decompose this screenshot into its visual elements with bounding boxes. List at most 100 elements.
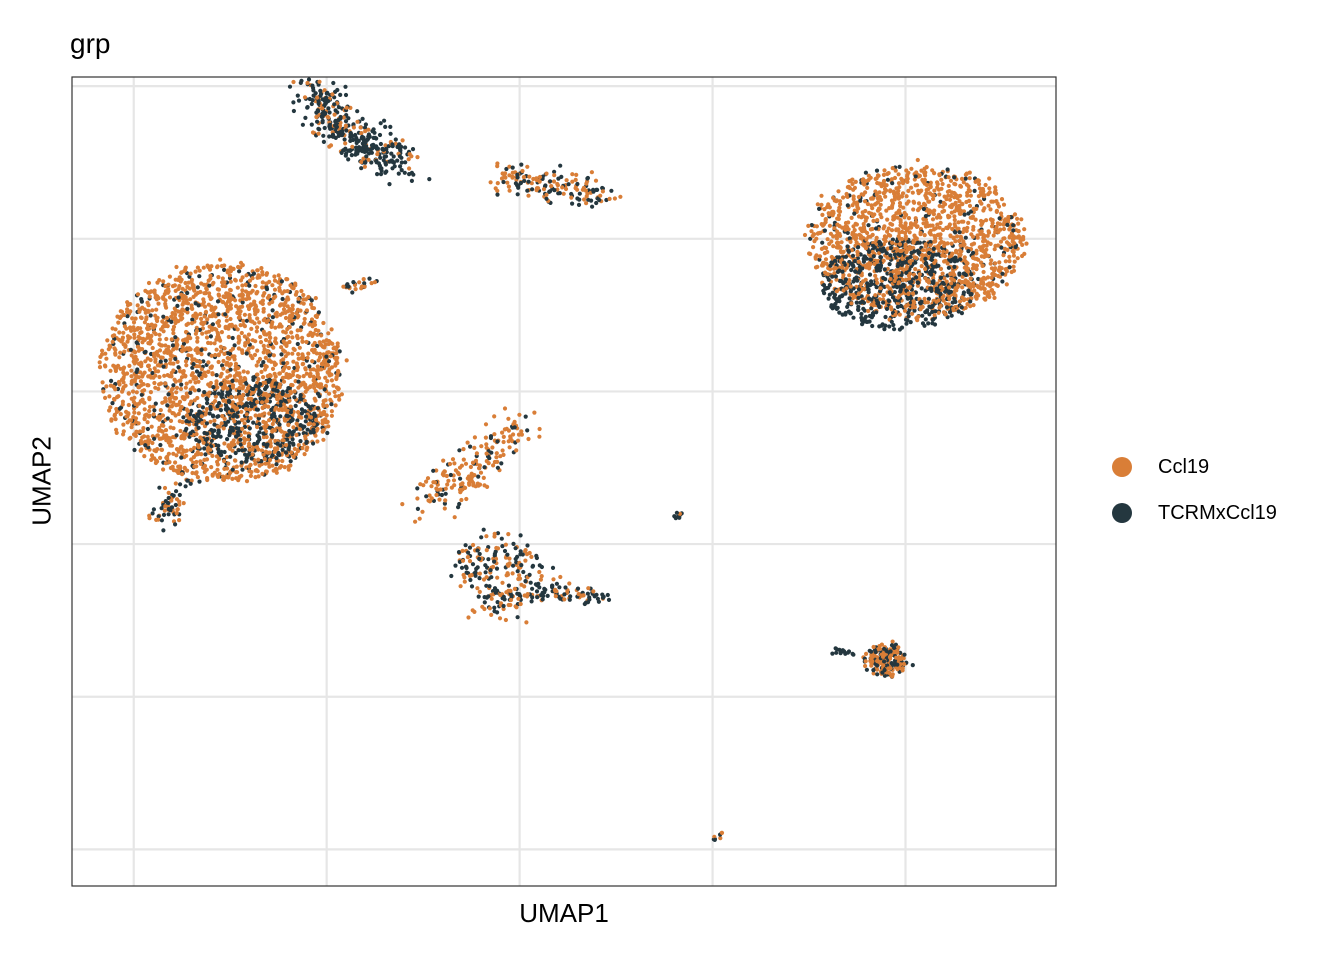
point-tcrmxccl19 — [298, 397, 303, 402]
point-ccl19 — [863, 663, 868, 669]
point-ccl19 — [300, 335, 305, 340]
point-ccl19 — [518, 601, 523, 607]
point-tcrmxccl19 — [337, 349, 342, 354]
point-tcrmxccl19 — [557, 585, 562, 590]
point-tcrmxccl19 — [525, 543, 530, 548]
point-ccl19 — [324, 338, 329, 343]
point-ccl19 — [506, 428, 511, 433]
point-ccl19 — [216, 319, 221, 324]
point-ccl19 — [272, 287, 278, 292]
point-ccl19 — [226, 334, 231, 340]
point-ccl19 — [202, 291, 207, 296]
point-ccl19 — [995, 221, 1001, 226]
point-ccl19 — [992, 247, 997, 252]
point-ccl19 — [814, 224, 820, 229]
point-tcrmxccl19 — [457, 448, 462, 453]
point-ccl19 — [219, 330, 224, 335]
point-ccl19 — [168, 357, 173, 362]
point-ccl19 — [284, 277, 289, 282]
point-ccl19 — [220, 283, 225, 288]
point-tcrmxccl19 — [859, 311, 864, 317]
point-ccl19 — [239, 473, 244, 478]
point-ccl19 — [171, 411, 176, 416]
point-tcrmxccl19 — [295, 93, 300, 98]
point-ccl19 — [952, 217, 957, 223]
point-ccl19 — [285, 326, 290, 332]
point-tcrmxccl19 — [477, 551, 482, 557]
point-ccl19 — [172, 283, 177, 288]
point-ccl19 — [221, 426, 226, 431]
point-ccl19 — [213, 352, 218, 358]
point-ccl19 — [881, 178, 887, 184]
point-tcrmxccl19 — [346, 116, 351, 121]
point-tcrmxccl19 — [521, 569, 526, 575]
point-ccl19 — [593, 178, 599, 183]
point-ccl19 — [882, 224, 887, 229]
point-tcrmxccl19 — [519, 162, 524, 167]
point-ccl19 — [256, 359, 261, 364]
point-ccl19 — [458, 482, 463, 487]
point-tcrmxccl19 — [321, 133, 326, 138]
point-ccl19 — [260, 471, 265, 476]
point-ccl19 — [121, 365, 127, 370]
point-ccl19 — [846, 220, 851, 225]
point-ccl19 — [926, 280, 932, 285]
point-ccl19 — [891, 189, 896, 194]
point-ccl19 — [470, 608, 475, 613]
point-tcrmxccl19 — [539, 564, 545, 570]
point-ccl19 — [210, 282, 215, 287]
point-tcrmxccl19 — [203, 452, 208, 457]
point-ccl19 — [941, 200, 946, 205]
point-ccl19 — [104, 384, 109, 389]
point-tcrmxccl19 — [525, 428, 530, 433]
point-ccl19 — [184, 363, 189, 368]
point-ccl19 — [896, 172, 901, 177]
point-ccl19 — [961, 180, 966, 185]
point-tcrmxccl19 — [190, 365, 195, 370]
point-tcrmxccl19 — [884, 306, 890, 311]
point-ccl19 — [205, 476, 210, 481]
point-ccl19 — [265, 374, 270, 379]
point-ccl19 — [202, 457, 207, 462]
point-ccl19 — [135, 292, 141, 297]
point-ccl19 — [893, 312, 898, 317]
point-tcrmxccl19 — [424, 494, 429, 499]
point-ccl19 — [218, 257, 223, 262]
point-tcrmxccl19 — [199, 347, 204, 352]
point-tcrmxccl19 — [316, 310, 321, 315]
point-ccl19 — [495, 181, 500, 186]
point-ccl19 — [979, 222, 984, 227]
point-ccl19 — [264, 434, 269, 440]
point-ccl19 — [238, 278, 244, 283]
point-tcrmxccl19 — [948, 289, 954, 294]
point-ccl19 — [206, 369, 211, 374]
point-tcrmxccl19 — [258, 390, 263, 395]
point-tcrmxccl19 — [822, 291, 827, 296]
point-tcrmxccl19 — [315, 119, 320, 124]
point-tcrmxccl19 — [962, 212, 967, 217]
point-ccl19 — [825, 237, 830, 242]
point-ccl19 — [329, 413, 334, 418]
point-ccl19 — [209, 296, 214, 301]
point-tcrmxccl19 — [878, 255, 884, 260]
point-tcrmxccl19 — [506, 583, 511, 588]
point-ccl19 — [820, 263, 826, 268]
point-ccl19 — [361, 277, 366, 282]
point-tcrmxccl19 — [202, 390, 207, 395]
point-ccl19 — [287, 339, 292, 345]
point-tcrmxccl19 — [594, 592, 599, 597]
point-tcrmxccl19 — [569, 191, 574, 197]
point-ccl19 — [879, 184, 884, 189]
point-ccl19 — [219, 349, 224, 354]
point-ccl19 — [250, 356, 255, 361]
point-tcrmxccl19 — [923, 261, 928, 266]
point-ccl19 — [151, 404, 156, 409]
point-tcrmxccl19 — [218, 408, 223, 413]
point-ccl19 — [228, 265, 233, 270]
point-ccl19 — [924, 220, 929, 225]
point-ccl19 — [923, 276, 928, 281]
point-ccl19 — [117, 315, 123, 321]
point-ccl19 — [184, 322, 189, 327]
point-tcrmxccl19 — [207, 283, 212, 288]
point-ccl19 — [584, 201, 589, 206]
